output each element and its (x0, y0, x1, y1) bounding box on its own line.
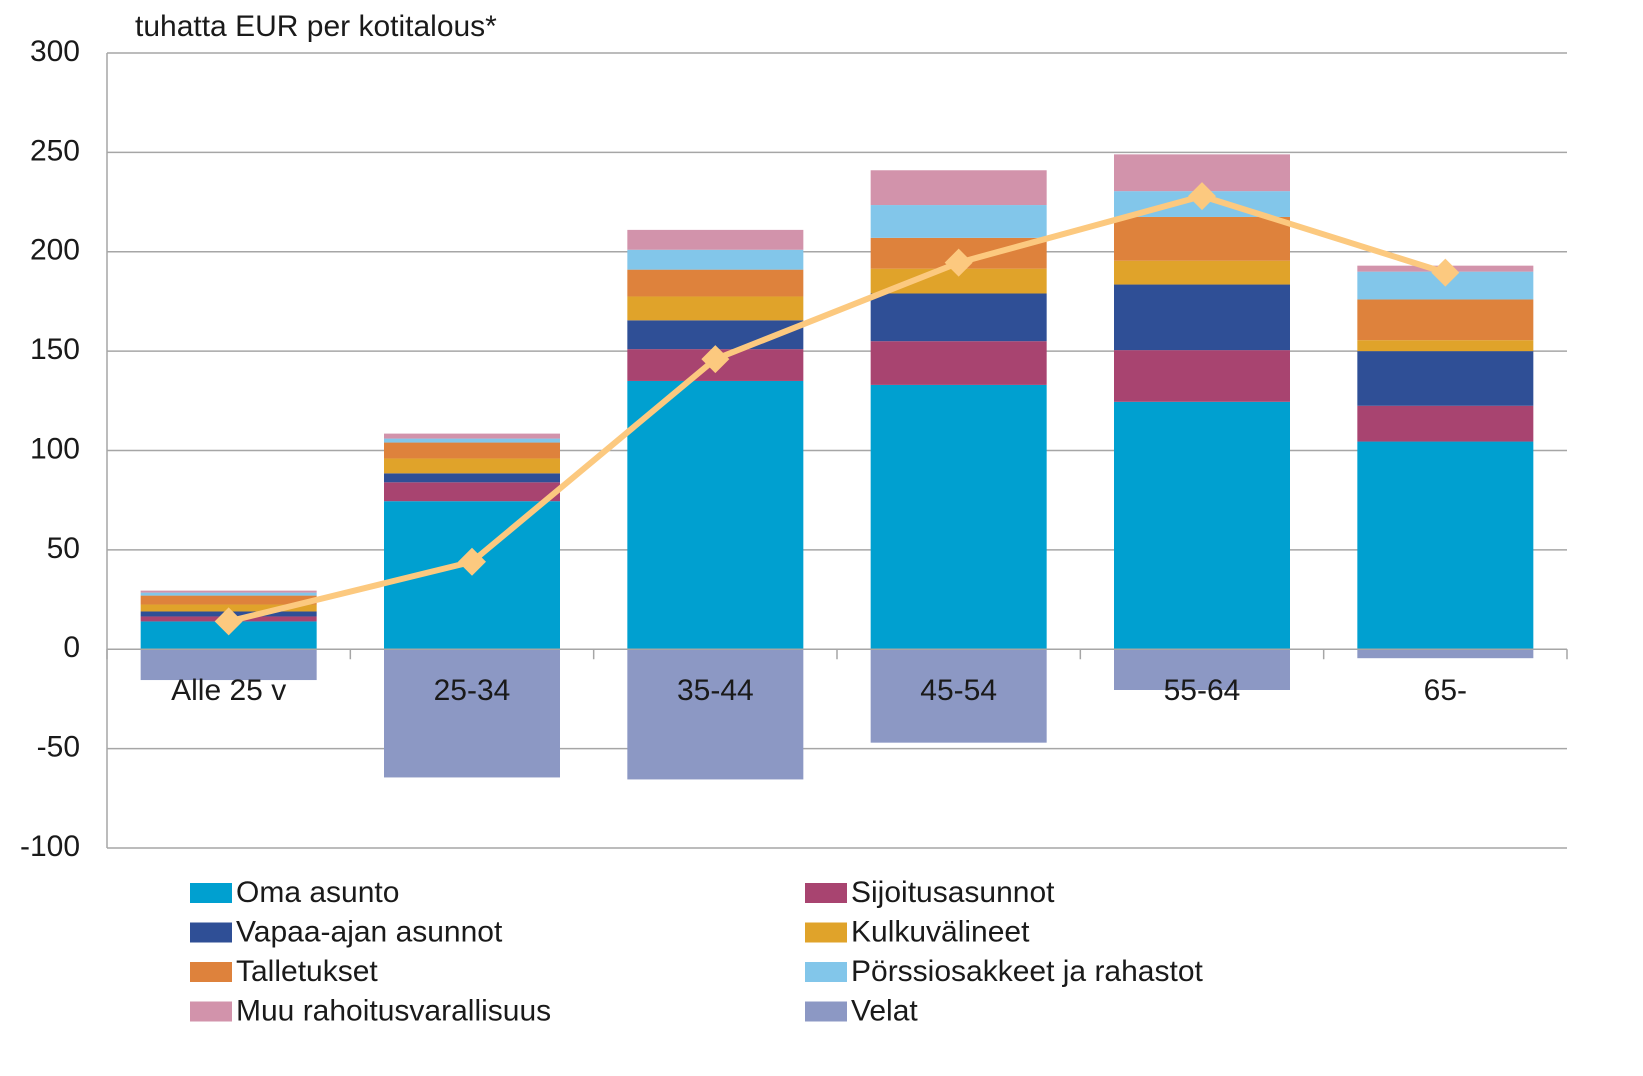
legend-label: Kulkuvälineet (851, 915, 1030, 948)
legend-swatch (190, 922, 232, 943)
bar-segment (1114, 649, 1290, 690)
y-tick-label: 0 (63, 631, 80, 664)
line-marker (458, 547, 486, 576)
x-tick-label: 25-34 (434, 674, 511, 707)
legend-swatch (190, 883, 232, 903)
bar-segment (870, 649, 1047, 743)
y-tick-label: -50 (37, 731, 80, 764)
bar-segment (870, 170, 1047, 206)
bar-segment (627, 269, 804, 297)
bar-segment (140, 649, 317, 681)
bar-segment (870, 293, 1047, 342)
legend-swatch (805, 1001, 847, 1022)
bar-segment (1114, 284, 1290, 351)
x-tick-label: 55-64 (1164, 674, 1241, 707)
bar-segment (1114, 260, 1290, 285)
legend-label: Vapaa-ajan asunnot (236, 915, 503, 948)
bar-segment (384, 438, 560, 443)
line-marker (701, 345, 730, 374)
x-tick-label: 45-54 (920, 674, 997, 707)
legend-label: Muu rahoitusvarallisuus (236, 994, 551, 1027)
bar-segment (1357, 340, 1534, 352)
bar-segment (1357, 441, 1534, 650)
bar-segment (140, 595, 317, 605)
bar-segment (870, 384, 1047, 650)
x-tick-label: 65- (1424, 674, 1467, 707)
bar-segment (384, 458, 560, 474)
legend-label: Sijoitusasunnot (851, 876, 1055, 909)
legend-swatch (190, 962, 232, 982)
line-marker (944, 248, 973, 277)
y-tick-label: 300 (30, 35, 80, 68)
bar-segment (1114, 401, 1290, 650)
bar-segment (1114, 350, 1290, 402)
bar-segment (870, 341, 1047, 385)
bar-segment (627, 296, 804, 321)
legend-swatch (805, 962, 847, 982)
legend-label: Velat (851, 994, 918, 1027)
legend-swatch (805, 922, 847, 943)
bar-segment (627, 380, 804, 650)
bar-segment (1357, 405, 1534, 442)
line-marker (1431, 258, 1460, 287)
net-wealth-line (227, 192, 1447, 625)
bar-segment (1357, 351, 1534, 406)
bar-segment (140, 590, 317, 593)
bar-segment (140, 592, 317, 596)
bar-segment (1114, 216, 1290, 261)
legend-swatch (190, 1001, 232, 1022)
y-tick-label: 100 (30, 432, 80, 465)
y-tick-label: -100 (20, 830, 80, 863)
y-tick-label: 200 (30, 234, 80, 267)
bar-segment (1357, 299, 1534, 341)
bar-segment (627, 649, 804, 780)
bar-segment (384, 442, 560, 459)
bar-segment (384, 482, 560, 502)
legend-label: Pörssiosakkeet ja rahastot (851, 955, 1204, 988)
bar-segment (384, 473, 560, 483)
legend-swatch (805, 883, 847, 903)
bar-segment (384, 433, 560, 439)
chart-title: tuhatta EUR per kotitalous* (135, 10, 497, 43)
bar-segment (384, 649, 560, 778)
y-tick-label: 250 (30, 134, 80, 167)
legend-label: Talletukset (236, 955, 378, 988)
bar-segment (1357, 649, 1534, 659)
legend-label: Oma asunto (236, 876, 399, 909)
y-tick-label: 50 (47, 532, 80, 565)
bar-segment (627, 249, 804, 270)
bar-segment (870, 205, 1047, 238)
line-marker (1188, 182, 1216, 211)
line-marker (214, 607, 243, 636)
x-tick-label: 35-44 (677, 674, 754, 707)
x-tick-label: Alle 25 v (171, 674, 286, 707)
bar-segment (627, 229, 804, 250)
y-tick-label: 150 (30, 333, 80, 366)
